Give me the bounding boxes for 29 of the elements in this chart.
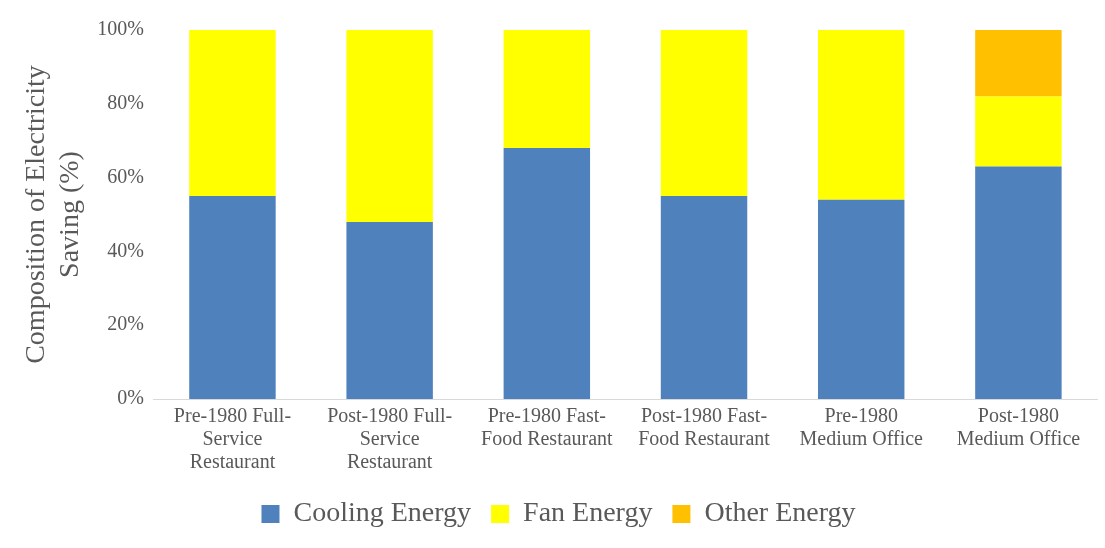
bar (346, 30, 433, 222)
y-tick-label: 80% (107, 91, 144, 114)
y-tick-label: 100% (97, 17, 144, 40)
y-tick-label: 60% (107, 164, 144, 187)
bar (975, 96, 1062, 167)
x-tick-label: Post-1980 Fast-Food Restaurant (638, 403, 771, 449)
legend-label: Cooling Energy (293, 496, 472, 528)
bar (817, 199, 905, 399)
x-tick-label: Pre-1980 Medium Office (799, 403, 924, 449)
x-tick-label: Pre-1980 Full-Service Restaurant (173, 403, 292, 472)
bar (975, 166, 1062, 399)
bar (503, 148, 591, 399)
x-tick-label: Pre-1980 Fast-Food Restaurant (481, 403, 614, 449)
x-tick-label: Post-1980 Full-Service Restaurant (327, 403, 453, 472)
y-tick-label: 20% (107, 312, 144, 335)
bar (503, 30, 591, 149)
legend-label: Other Energy (704, 496, 856, 528)
bar (660, 196, 748, 399)
bar (346, 221, 433, 399)
y-tick-label: 40% (107, 238, 144, 261)
x-tick-label: Post-1980 Medium Office (956, 403, 1081, 449)
bar (660, 30, 748, 197)
bar (817, 30, 905, 200)
bar (189, 196, 276, 399)
bar (975, 30, 1062, 97)
y-tick-label: 0% (117, 386, 144, 409)
bar (189, 30, 276, 197)
y-axis-title: Composition of Electricity Saving (%) (19, 65, 84, 364)
legend-label: Fan Energy (523, 496, 653, 528)
